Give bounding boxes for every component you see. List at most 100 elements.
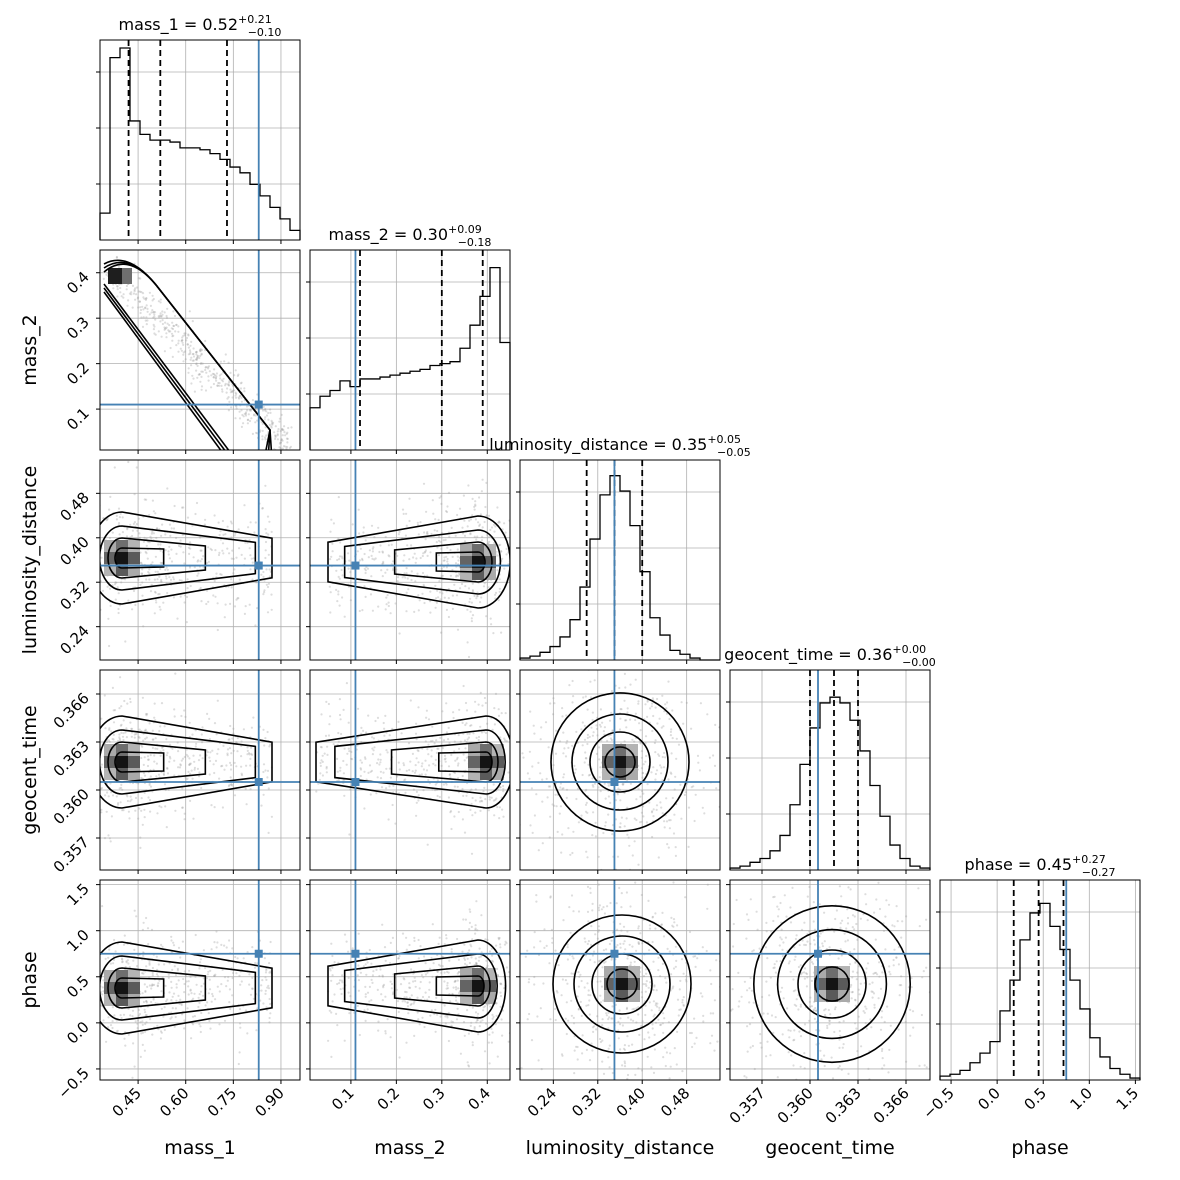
contour	[552, 914, 692, 1054]
x-tick-label: 0.60	[156, 1084, 192, 1120]
density-cell	[602, 756, 614, 768]
truth-marker	[254, 778, 263, 786]
y-tick-label: 1.0	[63, 926, 93, 956]
contour	[114, 547, 165, 569]
density-cell	[616, 990, 628, 1002]
scatter-panel-geocent_time-vs-luminosity_distance	[516, 669, 721, 874]
scatter-panel-geocent_time-vs-mass_2	[306, 669, 511, 874]
panel-frame	[519, 669, 721, 871]
density-cell	[104, 982, 116, 994]
density-cell	[626, 768, 638, 780]
y-axis-label-mass_2: mass_2	[19, 314, 41, 386]
contour	[100, 941, 273, 1035]
density-cell	[128, 756, 140, 768]
contour	[591, 953, 653, 1015]
y-tick-label: 0.40	[56, 533, 92, 569]
density-cell	[468, 768, 480, 780]
hist-panel-mass_2: mass_2 = 0.30+0.09 −0.18	[306, 223, 511, 454]
y-tick-label: 0.3	[63, 313, 93, 343]
x-tick-label: 0.366	[870, 1084, 913, 1127]
density-cell	[492, 744, 504, 756]
panel-frame	[309, 249, 511, 451]
truth-marker	[351, 561, 360, 570]
panel-frame	[729, 879, 931, 1081]
density-cell	[460, 992, 472, 1004]
density-cell	[128, 552, 140, 564]
histogram-phase	[939, 902, 1141, 1080]
density-cell	[108, 268, 122, 284]
y-tick-label: 0.366	[50, 689, 93, 732]
truth-marker	[351, 949, 360, 958]
scatter-panel-phase-vs-mass_1: −0.5 0.0 0.5 1.0 1.5 0.45 0.60 0.75 0.90	[54, 879, 301, 1120]
density-cell	[814, 978, 826, 990]
panel-frame	[729, 669, 931, 871]
panel-title-mass_2: mass_2 = 0.30+0.09 −0.18	[329, 223, 492, 249]
contour	[814, 966, 850, 1002]
panel-frame	[309, 459, 511, 661]
y-axis-label-luminosity_distance: luminosity_distance	[19, 466, 41, 655]
density-cell	[492, 768, 504, 780]
density-cell	[602, 768, 614, 780]
x-axis-label-mass_2: mass_2	[374, 1137, 446, 1159]
x-tick-label: 0.0	[974, 1084, 1004, 1114]
contour	[343, 953, 498, 1019]
x-tick-label: 0.24	[524, 1084, 560, 1120]
scatter-panel-geocent_time-vs-mass_1: 0.357 0.360 0.363 0.366	[50, 669, 301, 876]
x-axis-label-geocent_time: geocent_time	[765, 1137, 894, 1159]
density-cell	[826, 978, 838, 990]
density-cell	[460, 968, 472, 980]
scatter-panel-phase-vs-geocent_time: 0.357 0.360 0.363 0.366	[726, 879, 931, 1127]
density-cell	[484, 992, 496, 1004]
scatter-points	[100, 255, 300, 450]
density-cell	[472, 980, 484, 992]
contour	[437, 751, 493, 773]
density-cell	[116, 982, 128, 994]
density-body	[520, 881, 720, 1080]
density-cell	[122, 268, 132, 284]
panel-title-mass_1: mass_1 = 0.52+0.21 −0.10	[119, 13, 282, 39]
hist-panel-mass_1: mass_1 = 0.52+0.21 −0.10	[96, 13, 301, 244]
hist-panel-phase: phase = 0.45+0.27 −0.27 −0.5 0.0 0.5 1.0 1.5	[919, 853, 1142, 1123]
panel-frame	[99, 249, 301, 451]
x-tick-label: 0.2	[374, 1084, 404, 1114]
hist-panel-luminosity_distance: luminosity_distance = 0.35+0.05 −0.05	[489, 433, 751, 664]
contour	[334, 729, 506, 795]
density-cell	[104, 552, 116, 564]
x-tick-label: 0.48	[657, 1084, 693, 1120]
density-cell	[628, 978, 640, 990]
x-axis-label-mass_1: mass_1	[164, 1137, 236, 1159]
scatter-panel-mass_2-vs-mass_1: 0.1 0.2 0.3 0.4	[63, 249, 301, 454]
scatter-panel-phase-vs-mass_2: 0.1 0.2 0.3 0.4	[306, 879, 511, 1114]
contour	[776, 928, 888, 1040]
density-cell	[480, 756, 492, 768]
density-cell	[628, 966, 640, 978]
scatter-points	[730, 880, 930, 1080]
x-axis-label-luminosity_distance: luminosity_distance	[526, 1137, 715, 1159]
density-cell	[602, 744, 614, 756]
histogram-luminosity_distance	[519, 475, 720, 661]
density-cell	[616, 966, 628, 978]
contour	[103, 261, 271, 450]
density-cell	[614, 744, 626, 756]
y-tick-label: 0.5	[63, 972, 93, 1002]
density-cell	[616, 978, 628, 990]
contour	[103, 259, 271, 450]
contour	[100, 511, 273, 605]
density-cell	[826, 966, 838, 978]
x-axis-label-phase: phase	[1011, 1137, 1068, 1159]
panel-title-luminosity_distance: luminosity_distance = 0.35+0.05 −0.05	[489, 433, 751, 459]
contour	[114, 751, 165, 773]
x-tick-label: 0.1	[328, 1084, 358, 1114]
density-cell	[484, 968, 496, 980]
truth-marker	[610, 949, 619, 958]
density-cell	[116, 756, 128, 768]
density-cell	[604, 966, 616, 978]
contour	[550, 692, 690, 832]
scatter-points	[100, 672, 273, 850]
y-tick-label: 0.32	[56, 577, 92, 613]
y-axis-label-geocent_time: geocent_time	[19, 705, 41, 834]
y-tick-label: 0.2	[63, 359, 93, 389]
scatter-points	[315, 678, 510, 855]
panel-frame	[519, 459, 721, 661]
density-cell	[826, 990, 838, 1002]
